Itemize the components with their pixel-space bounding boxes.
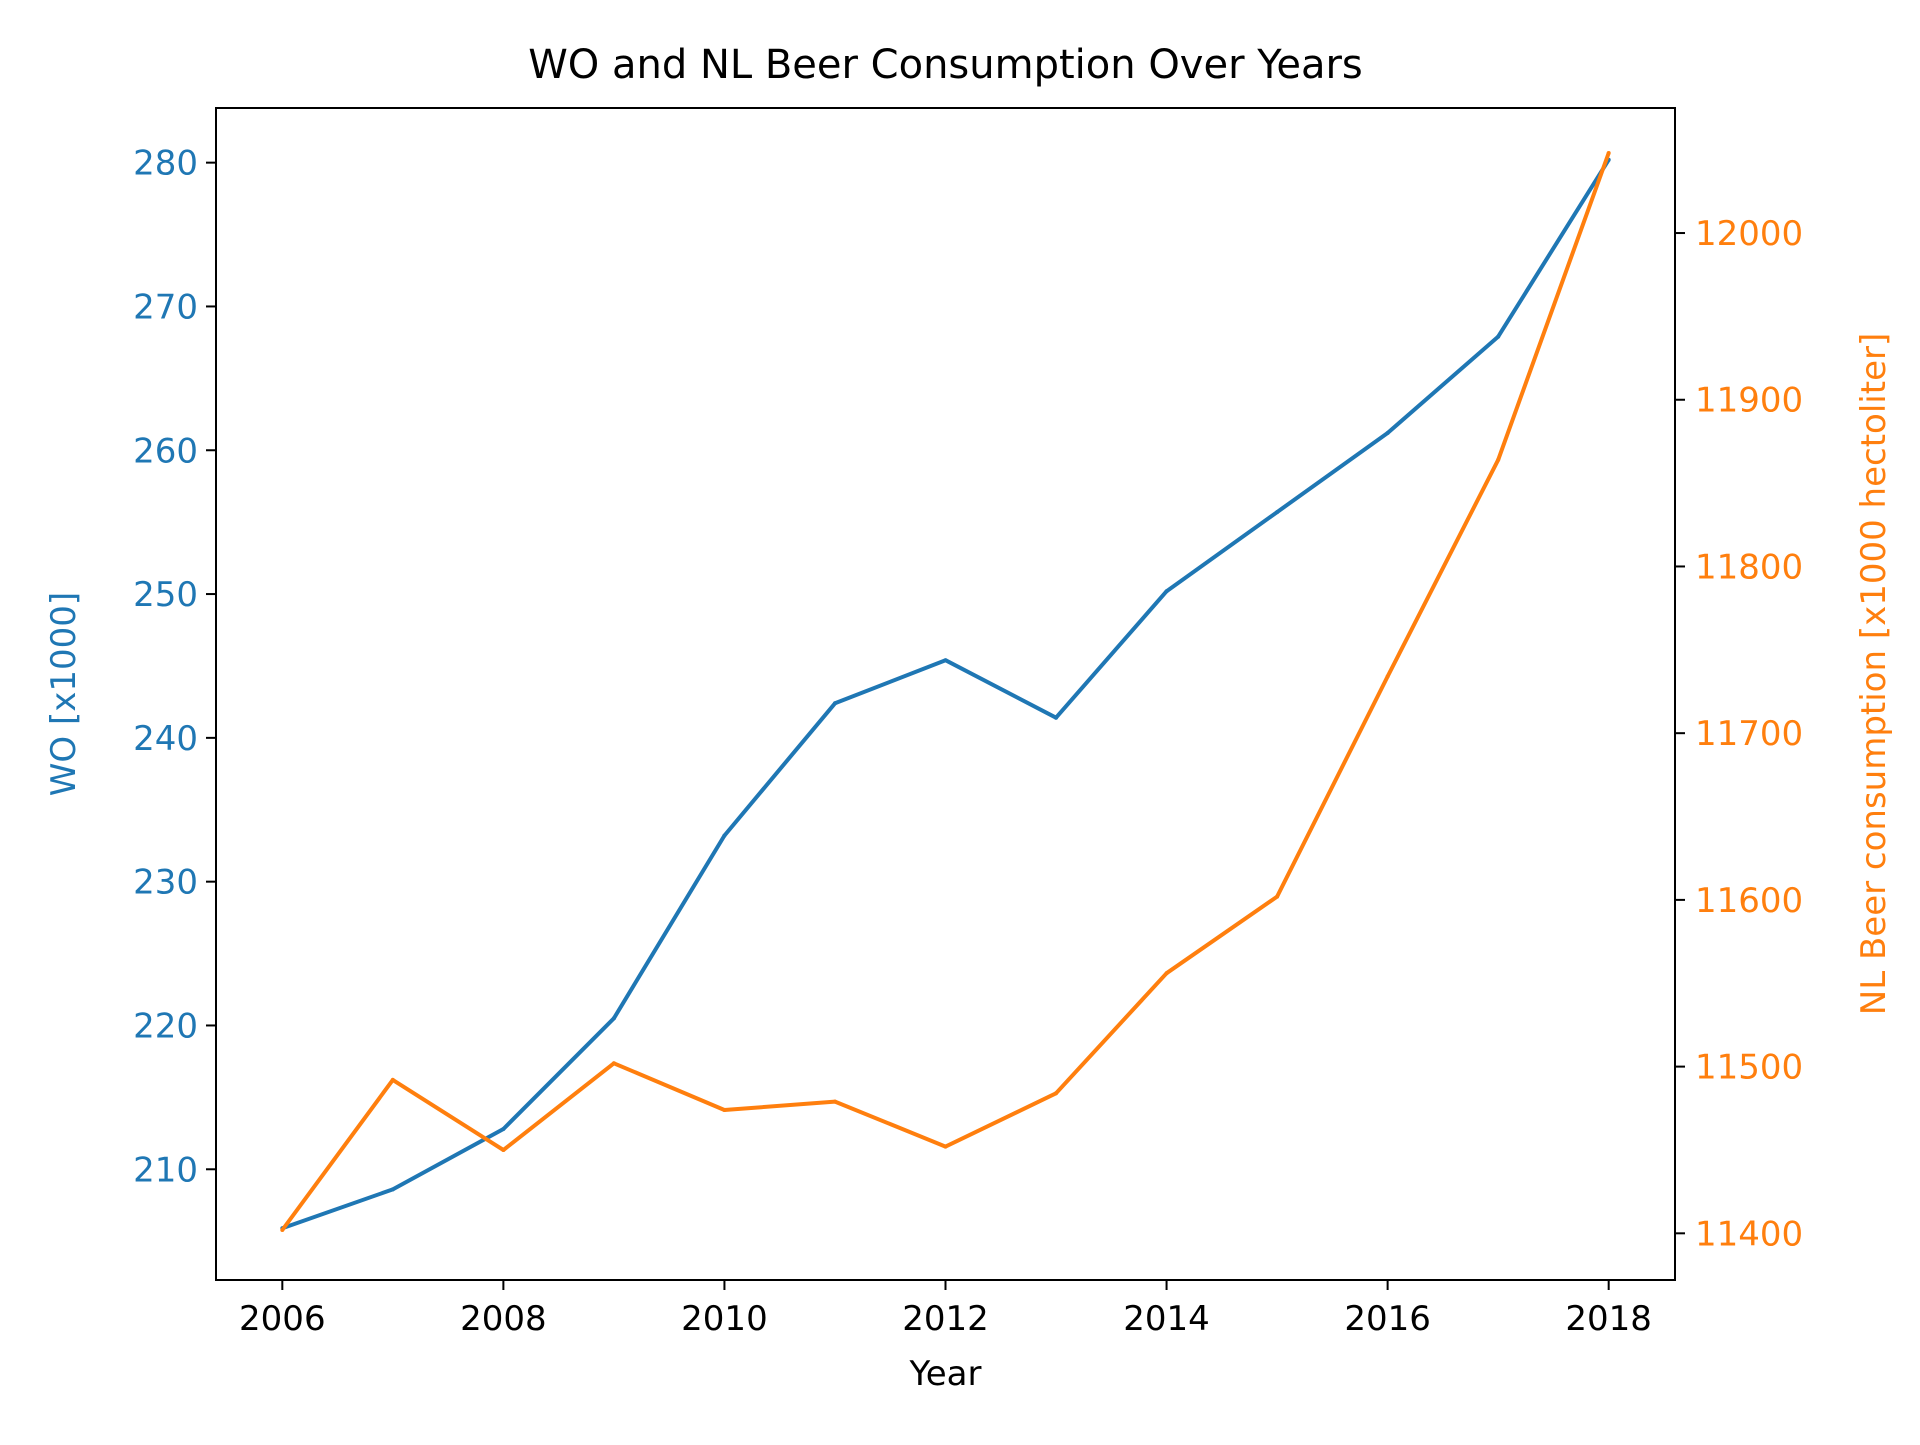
nl-beer-data-point: [1164, 971, 1169, 976]
left-y-tick-label: 280: [133, 144, 198, 184]
left-y-tick-label: 250: [133, 575, 198, 615]
ticks-layer: 2006 2008 2010 2012 2014 2016 2018 210 220 230 240…: [133, 144, 1803, 1339]
left-y-tick-label: 210: [133, 1150, 198, 1190]
nl-beer-data-point: [833, 1099, 837, 1104]
left-y-tick-label: 260: [133, 431, 198, 471]
nl-beer-data-point: [1606, 151, 1611, 155]
right-y-axis-label: NL Beer consumption [x1000 hectoliter]: [1854, 333, 1894, 1015]
nl-beer-data-point: [390, 1077, 395, 1082]
chart-title: WO and NL Beer Consumption Over Years: [528, 42, 1363, 88]
left-y-axis-label: WO [x1000]: [44, 592, 84, 796]
nl-beer-data-point: [1496, 457, 1501, 462]
right-y-tick-label: 11700: [1695, 714, 1803, 754]
nl-beer-data-point: [1054, 1091, 1058, 1096]
wo-data-point: [943, 658, 948, 663]
left-y-tick-label: 270: [133, 287, 198, 327]
wo-data-point: [611, 1016, 616, 1021]
nl-beer-data-point: [1275, 894, 1280, 899]
x-tick-label: 2012: [902, 1299, 989, 1339]
right-y-tick-label: 11600: [1695, 881, 1803, 921]
wo-data-point: [1164, 589, 1169, 594]
nl-beer-data-point: [280, 1228, 285, 1232]
series-layer: [280, 151, 1611, 1232]
nl-beer-data-point: [1385, 674, 1390, 679]
left-y-tick-label: 220: [133, 1006, 198, 1046]
x-tick-label: 2008: [460, 1299, 547, 1339]
wo-data-point: [501, 1127, 506, 1131]
left-y-tick-label: 230: [133, 863, 198, 903]
x-tick-label: 2014: [1123, 1299, 1210, 1339]
wo-data-point: [722, 833, 727, 838]
right-y-tick-label: 12000: [1695, 214, 1803, 254]
right-y-tick-label: 11900: [1695, 381, 1803, 421]
wo-data-point: [1275, 510, 1280, 515]
left-y-tick-label: 240: [133, 719, 198, 759]
x-tick-label: 2018: [1565, 1299, 1652, 1339]
x-axis-label: Year: [909, 1354, 982, 1394]
nl-beer-data-point: [722, 1108, 727, 1112]
nl-beer-data-point: [943, 1144, 948, 1149]
right-y-tick-label: 11400: [1695, 1214, 1803, 1254]
nl-beer-data-point: [611, 1061, 616, 1066]
wo-data-point: [1496, 334, 1501, 339]
x-tick-label: 2010: [681, 1299, 768, 1339]
plot-frame: [215, 107, 1676, 1281]
nl-beer-data-point: [501, 1148, 506, 1152]
right-y-tick-label: 11500: [1695, 1048, 1803, 1088]
right-y-tick-label: 11800: [1695, 547, 1803, 587]
wo-data-point: [1385, 431, 1390, 435]
wo-data-point: [390, 1187, 395, 1192]
x-tick-label: 2006: [239, 1299, 326, 1339]
wo-data-point: [1054, 715, 1058, 720]
wo-data-point: [833, 701, 837, 706]
x-tick-label: 2016: [1344, 1299, 1431, 1339]
